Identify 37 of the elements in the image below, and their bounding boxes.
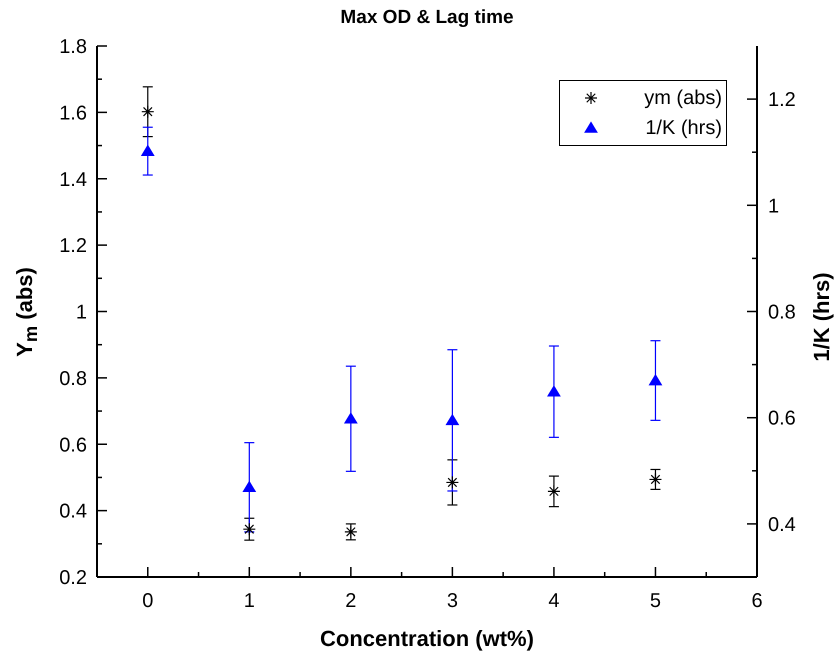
point [242, 522, 256, 536]
y2-tick-label: 1.2 [768, 89, 796, 112]
y-tick-label: 0.8 [59, 368, 87, 390]
point [648, 374, 662, 386]
point [547, 484, 561, 498]
y-tick-label: 1.2 [59, 235, 87, 258]
y-tick-label: 1.8 [59, 36, 87, 58]
y2-tick-label: 0.4 [768, 514, 796, 536]
point [547, 385, 561, 396]
x-tick-label: 0 [142, 590, 154, 612]
x-tick-label: 6 [751, 590, 763, 612]
y-tick-label: 1.6 [59, 102, 87, 124]
y2-tick-label: 1 [768, 195, 780, 218]
y-tick-label: 0.6 [59, 434, 87, 456]
y-tick-label: 0.2 [59, 567, 87, 589]
x-tick-label: 3 [446, 590, 458, 612]
y-tick-label: 0.4 [59, 500, 87, 523]
y-tick-label: 1.4 [59, 168, 87, 191]
point [446, 476, 459, 490]
y2-tick-label: 0.8 [768, 302, 796, 324]
x-axis-title: Concentration (wt%) [319, 626, 535, 652]
x-tick-label: 5 [650, 590, 662, 612]
y-tick-label: 1 [76, 302, 87, 324]
point [648, 472, 662, 486]
legend-label: ym (abs) [643, 86, 722, 111]
y2-axis-title: 1/K (hrs) [809, 272, 835, 362]
y2-tick-label: 0.6 [768, 408, 796, 430]
x-tick-label: 1 [244, 590, 255, 612]
chart-title: Max OD & Lag time [339, 7, 515, 29]
point [141, 105, 154, 118]
point [344, 412, 358, 424]
x-tick-label: 4 [548, 590, 560, 612]
x-tick-label: 2 [345, 590, 356, 612]
point [140, 144, 155, 156]
legend-label: 1/K (hrs) [644, 116, 722, 141]
point [242, 480, 256, 492]
point [445, 414, 460, 426]
